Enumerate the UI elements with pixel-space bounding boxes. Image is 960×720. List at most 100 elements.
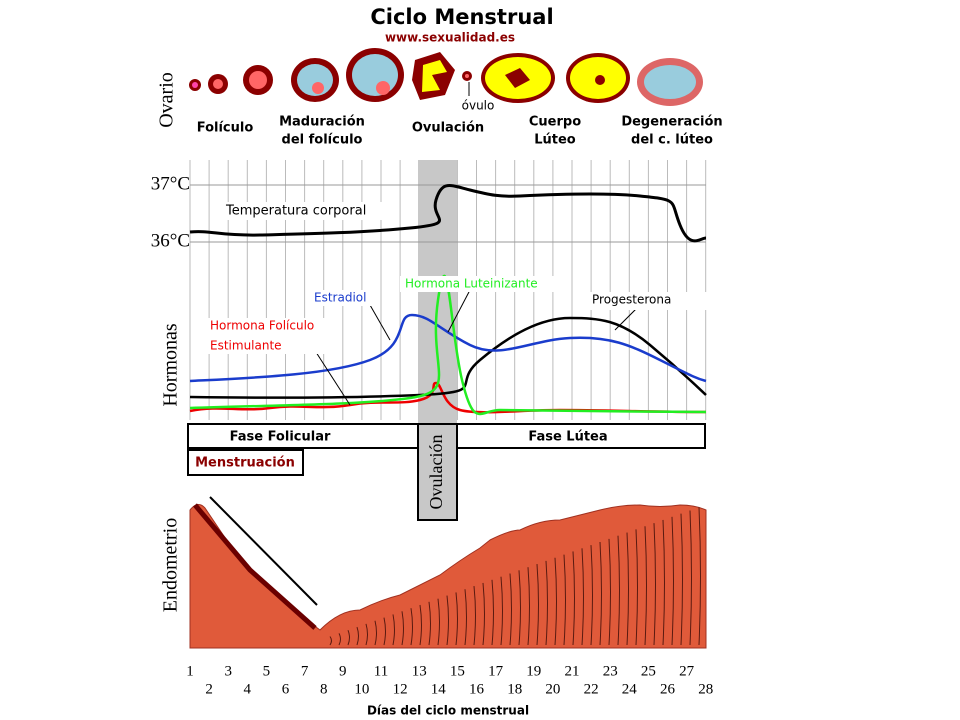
day-label: 1 <box>186 663 194 679</box>
day-label: 7 <box>301 663 309 679</box>
progesterone-label: Progesterona <box>592 293 671 307</box>
label-bg <box>205 318 335 354</box>
day-label: 11 <box>374 663 388 679</box>
pointer <box>209 496 318 606</box>
day-label: 4 <box>244 681 252 697</box>
gland <box>374 620 377 646</box>
label-bg <box>310 290 380 306</box>
gland <box>581 548 584 646</box>
day-label: 12 <box>393 681 408 697</box>
gland <box>437 598 440 646</box>
stage-label: Maduración <box>279 115 365 130</box>
gland <box>689 510 692 646</box>
label-bg <box>400 276 560 292</box>
gland <box>590 545 593 646</box>
day-label: 6 <box>282 681 290 697</box>
day-label: 14 <box>431 681 447 697</box>
temp-label: Temperatura corporal <box>225 204 366 219</box>
ovulation-label: Ovulación <box>426 435 446 510</box>
stage-label: Ovulación <box>412 121 484 136</box>
gland <box>338 633 341 646</box>
glands <box>329 507 701 646</box>
label-bg <box>590 292 715 310</box>
hormones-label: Hormonas <box>160 323 182 407</box>
gland <box>653 523 656 646</box>
gland <box>698 507 701 646</box>
gland <box>347 630 350 646</box>
gland <box>626 532 629 646</box>
follicular-label: Fase Folicular <box>230 430 331 445</box>
day-label: 23 <box>603 663 618 679</box>
gland <box>635 529 638 646</box>
gland <box>680 513 683 646</box>
luteal-label: Fase Lútea <box>528 430 607 445</box>
gland <box>644 526 647 646</box>
pointer <box>369 304 391 341</box>
stage-label: Lúteo <box>534 133 576 148</box>
stage-labels: Folículo Maduración del folículo Ovulación C… <box>197 115 723 148</box>
temp-tick: 37°C <box>151 173 190 194</box>
ovum-label: óvulo <box>462 99 495 113</box>
day-label: 9 <box>339 663 347 679</box>
day-labels: 1234567891011121314151617181920212223242… <box>186 663 713 697</box>
endometrium-label: Endometrio <box>160 518 182 612</box>
day-label: 16 <box>469 681 485 697</box>
gland <box>608 538 611 646</box>
stage-label: del c. lúteo <box>631 133 713 148</box>
day-label: 21 <box>565 663 580 679</box>
stage-label: Degeneración <box>621 115 722 130</box>
gland <box>518 570 521 646</box>
gland <box>410 608 413 646</box>
fsh-label: Hormona Folículo <box>210 319 314 333</box>
day-label: 20 <box>545 681 560 697</box>
fsh-label: Estimulante <box>210 339 282 353</box>
menstruation-box <box>187 449 304 476</box>
day-label: 15 <box>450 663 465 679</box>
gland <box>356 626 359 646</box>
gland <box>536 564 539 646</box>
day-label: 3 <box>224 663 232 679</box>
gland <box>473 586 476 646</box>
stage-label: Cuerpo <box>529 115 581 130</box>
gland <box>329 636 332 646</box>
stage-label: Folículo <box>197 121 254 136</box>
gland <box>455 592 458 646</box>
estradiol-label: Estradiol <box>314 291 366 305</box>
day-label: 17 <box>488 663 504 679</box>
gland <box>572 551 575 646</box>
estradiol-curve <box>189 313 707 383</box>
stage-label: del folículo <box>282 133 363 148</box>
ovary-label: Ovario <box>156 72 178 128</box>
x-label: Días del ciclo menstrual <box>367 704 529 718</box>
pointer <box>447 289 471 333</box>
title: Ciclo Menstrual <box>370 5 553 29</box>
temp-tick: 36°C <box>151 230 190 251</box>
gland <box>617 535 620 646</box>
label-bg <box>222 202 382 220</box>
progesterone-curve <box>189 316 707 399</box>
gland <box>419 604 422 646</box>
day-label: 13 <box>412 663 427 679</box>
gland <box>446 595 449 646</box>
gland <box>464 589 467 646</box>
url: www.sexualidad.es <box>385 31 515 45</box>
day-label: 8 <box>320 681 328 697</box>
day-label: 10 <box>354 681 369 697</box>
gland <box>365 623 368 646</box>
ovary-drawings <box>189 48 703 106</box>
day-label: 26 <box>660 681 676 697</box>
gland <box>563 554 566 646</box>
day-label: 25 <box>641 663 656 679</box>
gland <box>482 582 485 646</box>
gland <box>401 611 404 646</box>
day-label: 2 <box>205 681 213 697</box>
ovulation-box <box>417 423 458 521</box>
gland <box>392 614 395 646</box>
gland <box>383 617 386 646</box>
menstruation-label: Menstruación <box>195 456 295 471</box>
gland <box>428 601 431 646</box>
gland <box>599 541 602 646</box>
gland <box>509 573 512 646</box>
day-label: 18 <box>507 681 522 697</box>
